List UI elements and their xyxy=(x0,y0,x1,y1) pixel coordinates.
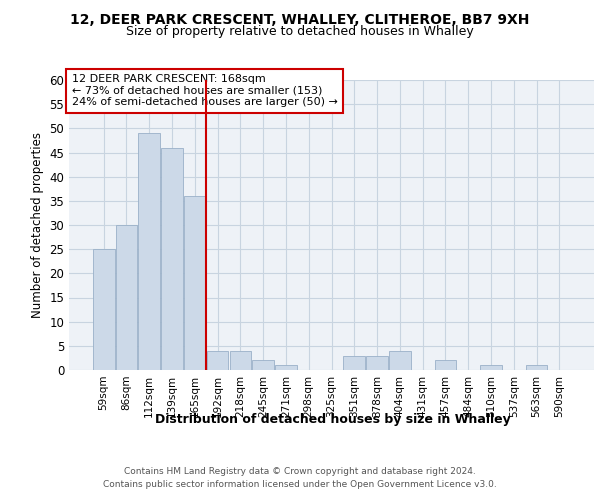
Bar xyxy=(275,365,297,370)
Bar xyxy=(480,365,502,370)
Bar xyxy=(230,350,251,370)
Bar xyxy=(434,360,456,370)
Text: 12, DEER PARK CRESCENT, WHALLEY, CLITHEROE, BB7 9XH: 12, DEER PARK CRESCENT, WHALLEY, CLITHER… xyxy=(70,12,530,26)
Bar xyxy=(93,249,115,370)
Y-axis label: Number of detached properties: Number of detached properties xyxy=(31,132,44,318)
Bar xyxy=(207,350,229,370)
Bar xyxy=(366,356,388,370)
Bar xyxy=(253,360,274,370)
Bar xyxy=(389,350,410,370)
Bar xyxy=(184,196,206,370)
Text: Size of property relative to detached houses in Whalley: Size of property relative to detached ho… xyxy=(126,25,474,38)
Text: Distribution of detached houses by size in Whalley: Distribution of detached houses by size … xyxy=(155,412,511,426)
Text: Contains public sector information licensed under the Open Government Licence v3: Contains public sector information licen… xyxy=(103,480,497,489)
Bar xyxy=(161,148,183,370)
Bar xyxy=(116,225,137,370)
Bar xyxy=(526,365,547,370)
Bar xyxy=(139,133,160,370)
Text: Contains HM Land Registry data © Crown copyright and database right 2024.: Contains HM Land Registry data © Crown c… xyxy=(124,468,476,476)
Bar xyxy=(343,356,365,370)
Text: 12 DEER PARK CRESCENT: 168sqm
← 73% of detached houses are smaller (153)
24% of : 12 DEER PARK CRESCENT: 168sqm ← 73% of d… xyxy=(71,74,337,108)
